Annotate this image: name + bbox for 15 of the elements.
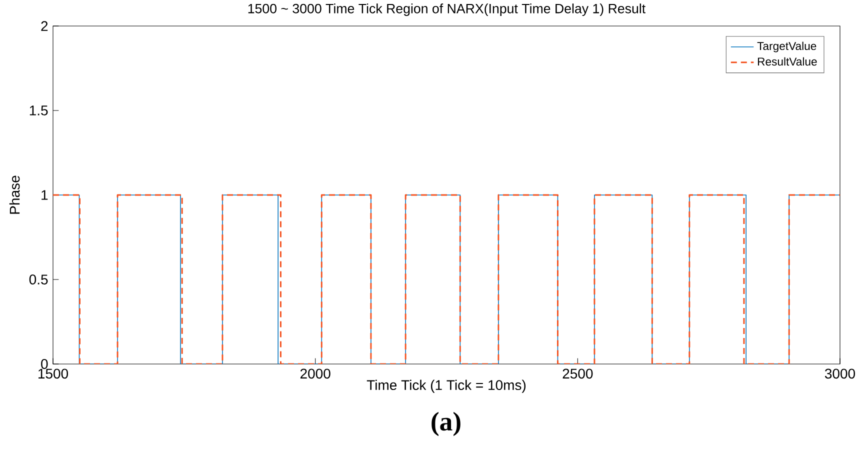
legend-label: TargetValue: [757, 42, 816, 52]
x-tick-label: 1500: [38, 368, 68, 379]
text: (a): [432, 412, 460, 436]
y-tick-label: 1.5: [30, 106, 48, 116]
y-tick-label: 0: [41, 359, 48, 369]
x-axis-title: Time Tick (1 Tick = 10ms): [366, 380, 526, 393]
legend-label: ResultValue: [758, 57, 817, 66]
y-tick-label: 1: [42, 190, 48, 200]
y-tick-label: 2: [41, 21, 48, 31]
x-tick-label: 3000: [824, 368, 856, 379]
x-tick-label: 2000: [300, 368, 330, 379]
y-axis-title: Phase: [9, 176, 20, 214]
y-tick-label: 0.5: [29, 274, 48, 284]
x-tick-label: 2500: [562, 368, 593, 379]
chart-title: 1500 ~ 3000 Time Tick Region of NARX(Input Time Delay 1) Result: [248, 4, 646, 16]
